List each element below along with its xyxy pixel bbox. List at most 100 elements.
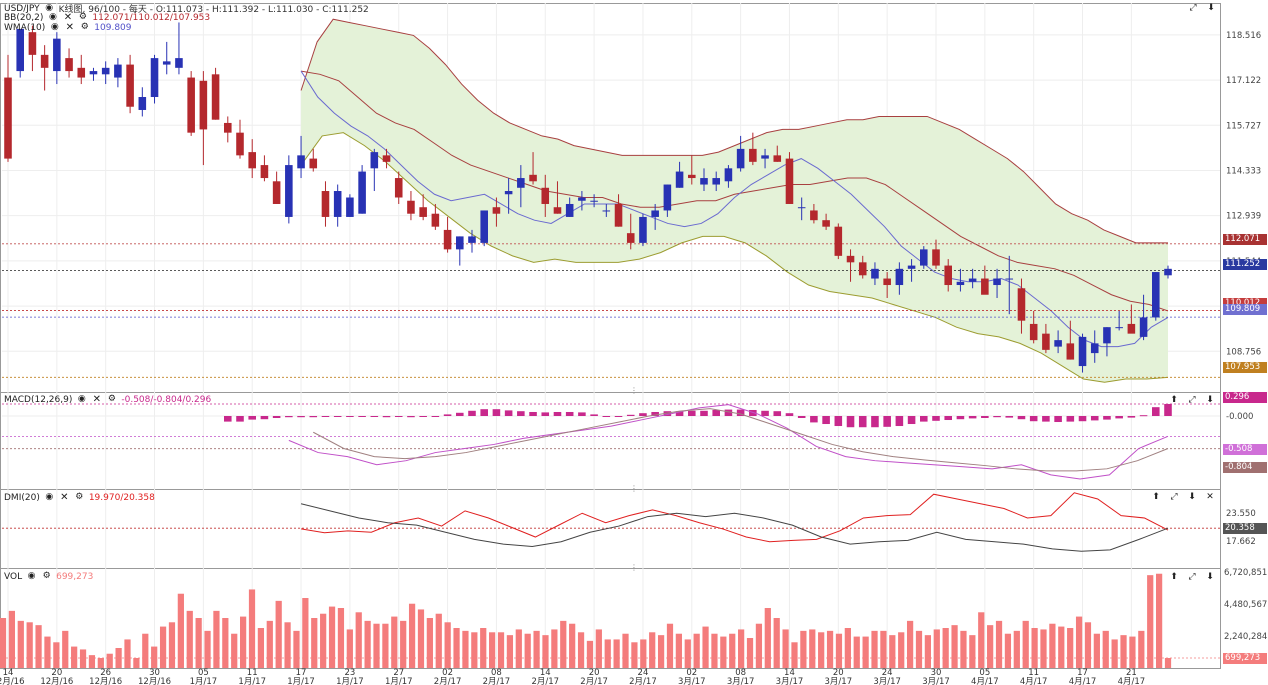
macd-histogram-bar [871,416,879,428]
macd-histogram-bar [944,416,952,421]
volume-bar [275,600,282,668]
candle-body [773,155,782,162]
x-tick-day: 30 [931,668,942,678]
dmi-label: DMI(20) [4,492,40,503]
volume-bar [453,628,460,668]
eye-icon[interactable]: ◉ [48,12,57,22]
volume-bar [951,625,958,668]
arrow-down-icon[interactable]: ⬇ [1206,395,1214,405]
expand-icon[interactable]: ⤢ [1188,395,1196,405]
volume-bar [417,609,425,668]
pane-divider-handle[interactable]: ⋮ [630,563,638,572]
macd-histogram-bar [565,411,574,416]
volume-bar [8,610,16,668]
pane-divider-handle[interactable]: ⋮ [630,484,638,493]
macd-histogram-bar [663,411,672,416]
candle-body [553,207,562,214]
x-tick-day: 17 [1077,668,1088,678]
volume-bar [862,636,869,668]
volume-bar [746,638,754,668]
arrow-down-icon[interactable]: ⬇ [1207,3,1215,13]
arrow-up-icon[interactable]: ⬆ [1170,572,1178,582]
candle-body [895,268,904,286]
volume-bar [1147,575,1154,668]
volume-bar [480,628,487,668]
candle-body [590,200,598,202]
gear-icon[interactable]: ⚙ [78,12,87,22]
gear-icon[interactable]: ⚙ [107,394,116,404]
eye-icon[interactable]: ◉ [50,22,59,32]
volume-bar [515,629,522,668]
arrow-up-icon[interactable]: ⬆ [1170,395,1178,405]
wma-value: 109.809 [94,22,132,33]
x-tick-month: 12月/16 [0,677,25,685]
close-icon[interactable]: ✕ [92,394,102,405]
volume-bar [622,633,629,668]
volume-bar [657,635,665,668]
candle-body [236,132,244,156]
macd-histogram-bar [517,411,525,416]
y-tick-label: 23.550 [1226,509,1256,519]
macd-histogram-bar [688,410,696,416]
candle-body [883,278,891,286]
candle-body [688,174,696,179]
arrow-down-icon[interactable]: ⬇ [1206,572,1214,582]
macd-histogram-bar [602,416,611,417]
volume-bar [1093,633,1100,668]
close-icon[interactable]: ✕ [60,492,69,503]
volume-bar [933,629,940,668]
volume-bar [844,628,851,668]
arrow-down-icon[interactable]: ⬇ [1188,492,1196,502]
close-icon[interactable]: ✕ [1206,492,1214,502]
pane-divider-handle[interactable]: ⋮ [630,386,638,395]
volume-bar [364,620,371,668]
volume-bar [213,610,220,668]
candle-body [1042,333,1050,350]
expand-icon[interactable]: ⤢ [1188,572,1196,582]
x-tick-day: 26 [100,668,111,678]
eye-icon[interactable]: ◉ [77,394,86,404]
volume-bar [906,620,914,668]
macd-histogram-bar [846,416,855,428]
macd-histogram-bar [907,416,916,425]
close-icon[interactable]: ✕ [65,22,74,33]
macd-histogram-bar [480,409,488,416]
candle-body [810,210,818,221]
volume-bar [79,649,87,668]
candle-body [956,281,965,286]
symbol-label: USD/JPY [4,3,40,14]
expand-icon[interactable]: ⤢ [1170,492,1178,502]
macd-histogram-bar [1066,416,1075,422]
candle-body [517,178,525,188]
eye-icon[interactable]: ◉ [45,492,54,502]
volume-bar [880,630,887,668]
y-tick-label: -0.000 [1226,412,1253,422]
candle-body [407,200,415,214]
volume-bar [97,658,104,668]
volume-bar [533,630,540,668]
candle-body [211,74,220,120]
eye-icon[interactable]: ◉ [27,571,36,581]
expand-icon[interactable]: ⤢ [1189,3,1197,13]
candle-body [358,171,366,214]
x-tick-month: 3月/17 [727,677,755,685]
close-icon[interactable]: ✕ [63,12,73,23]
y-tick-label: 112.939 [1226,212,1261,222]
gear-icon[interactable]: ⚙ [75,492,84,502]
eye-icon[interactable]: ◉ [45,3,54,13]
macd-histogram-bar [736,409,745,416]
volume-bar [1022,620,1029,668]
volume-bar [35,625,42,668]
candle-body [175,58,183,68]
macd-histogram-bar [492,409,501,416]
candle-body [1054,340,1062,347]
arrow-up-icon[interactable]: ⬆ [1152,492,1160,502]
macd-histogram-bar [797,416,806,419]
macd-histogram-bar [590,414,598,416]
volume-bar [257,628,265,668]
gear-icon[interactable]: ⚙ [42,571,51,581]
volume-bar [960,630,967,668]
volume-bar [791,642,798,668]
gear-icon[interactable]: ⚙ [80,22,89,32]
